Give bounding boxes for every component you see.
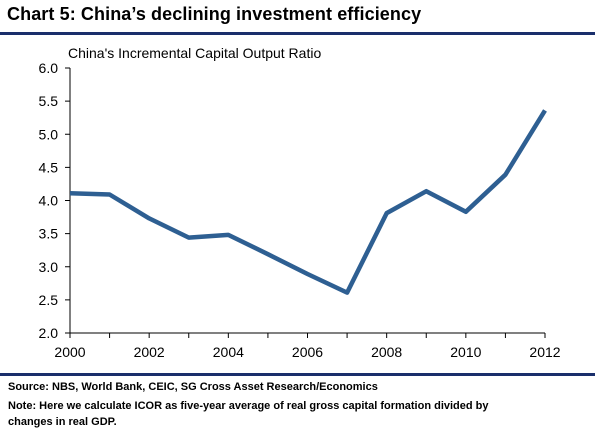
data-point bbox=[266, 253, 269, 256]
data-point bbox=[385, 212, 388, 215]
line-chart: 6.0 5.5 5.0 4.5 4.0 3.5 3.0 2.5 2.0 2000 2002 2004 2… bbox=[39, 60, 561, 360]
data-point bbox=[464, 210, 467, 213]
x-tick-label: 2008 bbox=[371, 344, 402, 360]
data-point bbox=[306, 273, 309, 276]
x-tick-label: 2010 bbox=[450, 344, 481, 360]
note-line-1: Note: Here we calculate ICOR as five-yea… bbox=[8, 400, 489, 412]
y-tick-label: 4.0 bbox=[39, 193, 59, 209]
data-point bbox=[346, 291, 349, 294]
chart-title: Chart 5: China’s declining investment ef… bbox=[7, 4, 422, 24]
data-point bbox=[227, 233, 230, 236]
y-tick-label: 6.0 bbox=[39, 60, 59, 76]
data-point bbox=[69, 192, 72, 195]
y-tick-label: 2.0 bbox=[39, 325, 59, 341]
y-tick-label: 5.0 bbox=[39, 126, 59, 142]
bottom-rule bbox=[0, 373, 595, 376]
y-tick-label: 3.0 bbox=[39, 259, 59, 275]
note-line-2: changes in real GDP. bbox=[8, 416, 117, 428]
data-point bbox=[504, 173, 507, 176]
data-point bbox=[544, 109, 547, 112]
y-tick-label: 3.5 bbox=[39, 226, 59, 242]
y-tick-label: 2.5 bbox=[39, 292, 59, 308]
y-tick-label: 5.5 bbox=[39, 93, 59, 109]
y-tick-label: 4.5 bbox=[39, 159, 59, 175]
chart-subtitle: China's Incremental Capital Output Ratio bbox=[68, 45, 322, 61]
chart-area: 6.0 5.5 5.0 4.5 4.0 3.5 3.0 2.5 2.0 2000 2002 2004 2… bbox=[0, 35, 595, 371]
source-note: Source: NBS, World Bank, CEIC, SG Cross … bbox=[8, 381, 378, 393]
x-tick-label: 2002 bbox=[134, 344, 165, 360]
x-tick-label: 2012 bbox=[529, 344, 560, 360]
series-line bbox=[69, 109, 547, 295]
top-rule bbox=[0, 32, 595, 35]
x-tick-label: 2006 bbox=[292, 344, 323, 360]
data-point bbox=[187, 236, 190, 239]
data-point bbox=[425, 190, 428, 193]
data-point bbox=[108, 193, 111, 196]
data-point bbox=[148, 217, 151, 220]
x-tick-label: 2004 bbox=[213, 344, 244, 360]
x-tick-label: 2000 bbox=[54, 344, 85, 360]
